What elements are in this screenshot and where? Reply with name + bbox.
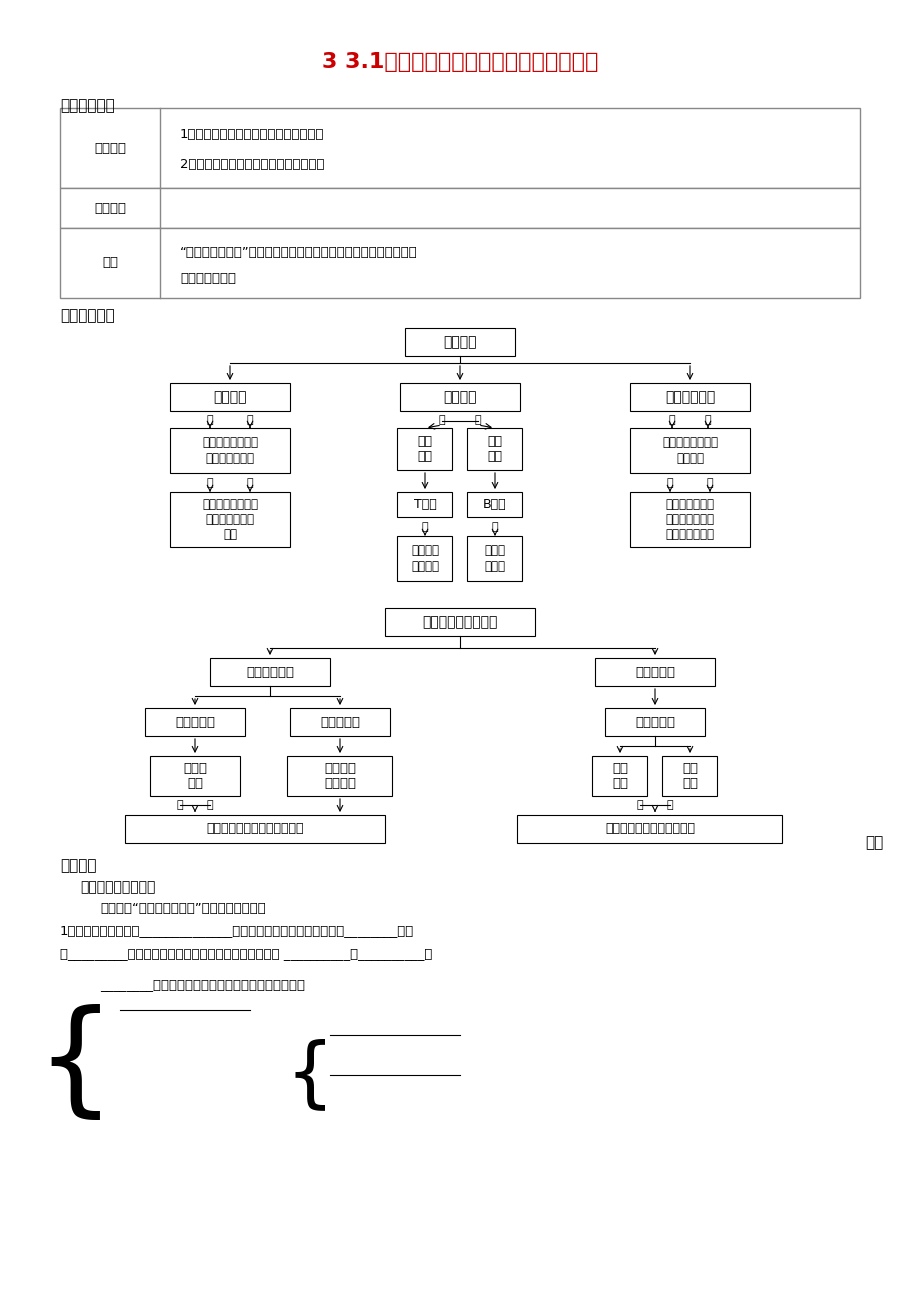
Text: 淋巴
细胞: 淋巴 细胞 xyxy=(487,435,502,464)
Text: “小资料：白细胞”只作为背景资料供学生阅读，不要求学生记忆或: “小资料：白细胞”只作为背景资料供学生阅读，不要求学生记忆或 xyxy=(180,246,417,259)
FancyBboxPatch shape xyxy=(592,756,647,796)
Text: 明: 明 xyxy=(246,478,253,488)
Text: 扁桃体、淋巴结、
胸腺、脾、骨髓: 扁桃体、淋巴结、 胸腺、脾、骨髓 xyxy=(202,436,257,465)
FancyBboxPatch shape xyxy=(170,383,289,411)
FancyBboxPatch shape xyxy=(400,383,519,411)
Text: 说: 说 xyxy=(666,478,673,488)
FancyBboxPatch shape xyxy=(516,815,782,842)
Text: 在骨髓
中成熟: 在骨髓 中成熟 xyxy=(484,544,505,573)
Text: 特: 特 xyxy=(176,799,183,810)
Text: 举: 举 xyxy=(207,415,213,424)
Text: 迁移到胸
腺中成熟: 迁移到胸 腺中成熟 xyxy=(411,544,438,573)
FancyBboxPatch shape xyxy=(397,492,452,517)
Text: 说: 说 xyxy=(421,522,428,533)
Text: 免疫细胞: 免疫细胞 xyxy=(443,391,476,404)
Text: 免疫活性物质: 免疫活性物质 xyxy=(664,391,714,404)
Text: 明: 明 xyxy=(491,522,498,533)
FancyBboxPatch shape xyxy=(170,428,289,473)
Text: 举: 举 xyxy=(668,415,675,424)
Text: 说: 说 xyxy=(207,478,213,488)
FancyBboxPatch shape xyxy=(145,708,244,736)
Text: 生来就有，不针对特定病原体: 生来就有，不针对特定病原体 xyxy=(206,823,303,836)
Text: 阅读课本“免疫系统的组成”，完成下列问题：: 阅读课本“免疫系统的组成”，完成下列问题： xyxy=(100,902,266,915)
FancyBboxPatch shape xyxy=(170,492,289,547)
Text: 3 3.1人体对抗病原体感染的非特异性防卫: 3 3.1人体对抗病原体感染的非特异性防卫 xyxy=(322,52,597,72)
FancyBboxPatch shape xyxy=(287,756,392,796)
FancyBboxPatch shape xyxy=(467,536,522,581)
Text: 掌握具体内容。: 掌握具体内容。 xyxy=(180,272,236,285)
FancyBboxPatch shape xyxy=(404,328,515,355)
Text: 例: 例 xyxy=(246,415,253,424)
Text: 免疫
器官: 免疫 器官 xyxy=(611,762,628,790)
Bar xyxy=(60,228,859,298)
Text: 1．说出人体对抗病原体的第一道防线。: 1．说出人体对抗病原体的第一道防线。 xyxy=(180,128,324,141)
Text: 免疫系统的防卫功能: 免疫系统的防卫功能 xyxy=(422,615,497,629)
Text: 免疫器官: 免疫器官 xyxy=(213,391,246,404)
FancyBboxPatch shape xyxy=(630,428,749,473)
Text: 一、目标导航: 一、目标导航 xyxy=(60,98,115,113)
Text: ________（免疫细胞生成、成熟或集中分布的场所）: ________（免疫细胞生成、成熟或集中分布的场所） xyxy=(100,978,305,991)
Text: 第三道防线: 第三道防线 xyxy=(634,716,675,729)
Text: 特: 特 xyxy=(636,799,642,810)
Text: B细胞: B细胞 xyxy=(482,497,506,510)
FancyBboxPatch shape xyxy=(384,608,535,635)
Text: 二、知识网络: 二、知识网络 xyxy=(60,309,115,323)
Text: 发展要求: 发展要求 xyxy=(94,202,126,215)
FancyBboxPatch shape xyxy=(467,428,522,470)
FancyBboxPatch shape xyxy=(595,658,714,686)
Text: 点: 点 xyxy=(207,799,213,810)
Text: 第二道防线: 第二道防线 xyxy=(320,716,359,729)
FancyBboxPatch shape xyxy=(210,658,330,686)
Text: 点: 点 xyxy=(666,799,673,810)
Text: {: { xyxy=(35,1005,115,1125)
FancyBboxPatch shape xyxy=(125,815,384,842)
Text: 免疫系统: 免疫系统 xyxy=(443,335,476,349)
Text: 导学过程: 导学过程 xyxy=(60,858,96,874)
Text: 一、免疫系统的组成: 一、免疫系统的组成 xyxy=(80,880,155,894)
FancyBboxPatch shape xyxy=(630,492,749,547)
Text: 抗体、淋巴因子、
溶菌酶等: 抗体、淋巴因子、 溶菌酶等 xyxy=(662,436,717,465)
Text: 后天形成，针对特定病原体: 后天形成，针对特定病原体 xyxy=(605,823,694,836)
FancyBboxPatch shape xyxy=(150,756,240,796)
Text: 特异性免疫: 特异性免疫 xyxy=(634,665,675,678)
Text: T细胞: T细胞 xyxy=(414,497,436,510)
Text: 2．简述人体对抗病原体的第二道防线。: 2．简述人体对抗病原体的第二道防线。 xyxy=(180,158,324,171)
Text: 除_________，以维持内环境的平衡和稳定。免疫可分为 __________和__________。: 除_________，以维持内环境的平衡和稳定。免疫可分为 __________… xyxy=(60,947,432,960)
Text: 吞噬
细胞: 吞噬 细胞 xyxy=(417,435,432,464)
Text: 说明: 说明 xyxy=(102,256,118,270)
FancyBboxPatch shape xyxy=(467,492,522,517)
Text: 1、免疫是机体的一种______________功能。通过免疫，机体能够识别________、排: 1、免疫是机体的一种______________功能。通过免疫，机体能够识别__… xyxy=(60,924,414,937)
FancyBboxPatch shape xyxy=(397,536,452,581)
Text: 基本要求: 基本要求 xyxy=(94,142,126,155)
FancyBboxPatch shape xyxy=(397,428,452,470)
Text: 例: 例 xyxy=(704,415,710,424)
Text: 皮肤和
粘膜: 皮肤和 粘膜 xyxy=(183,762,207,790)
Text: 举: 举 xyxy=(438,415,445,424)
Text: 体液中的
杀菌物质: 体液中的 杀菌物质 xyxy=(323,762,356,790)
Bar xyxy=(60,187,859,228)
Text: 明: 明 xyxy=(706,478,712,488)
FancyBboxPatch shape xyxy=(605,708,704,736)
Text: 三、: 三、 xyxy=(864,835,882,850)
FancyBboxPatch shape xyxy=(662,756,717,796)
FancyBboxPatch shape xyxy=(289,708,390,736)
Bar xyxy=(60,108,859,187)
Text: {: { xyxy=(286,1038,334,1112)
Text: 免疫细胞生成、成
熟或集中分布的
场所: 免疫细胞生成、成 熟或集中分布的 场所 xyxy=(202,497,257,542)
Text: 非特异性免疫: 非特异性免疫 xyxy=(245,665,294,678)
Text: 免疫细胞或其他
细胞产生的发挥
免疫作用的物质: 免疫细胞或其他 细胞产生的发挥 免疫作用的物质 xyxy=(664,497,714,542)
Text: 免疫
细胞: 免疫 细胞 xyxy=(681,762,698,790)
Text: 例: 例 xyxy=(474,415,481,424)
FancyBboxPatch shape xyxy=(630,383,749,411)
Text: 第一道防线: 第一道防线 xyxy=(175,716,215,729)
